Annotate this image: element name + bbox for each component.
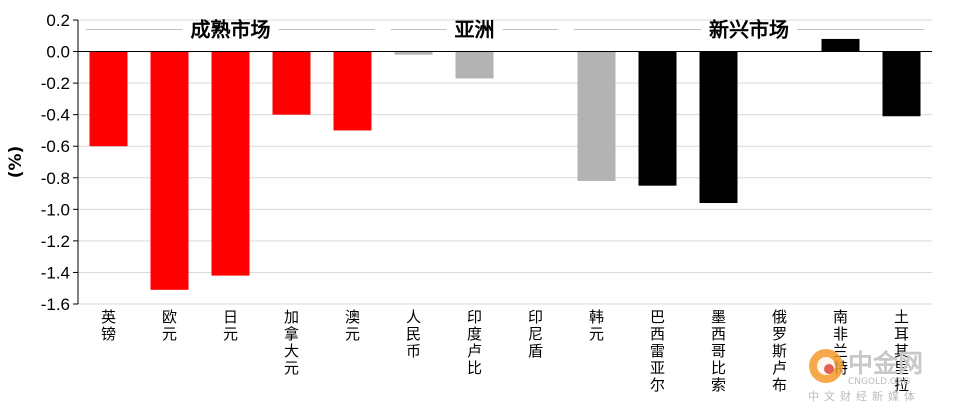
category-label: 印度卢比 — [467, 308, 482, 377]
bar-11 — [699, 51, 738, 204]
category-label: 英镑 — [101, 308, 116, 343]
category-labels: 英镑欧元日元加拿大元澳元人民币印度卢比印尼盾韩元巴西雷亚尔墨西哥比索俄罗斯卢布南… — [101, 308, 909, 394]
bar-2 — [150, 51, 189, 290]
category-label: 欧元 — [162, 308, 177, 343]
y-axis-ticks: 0.2 0.0 -0.2 -0.4 -0.6 -0.8 -1.0 -1.2 -1.4 -1.6 — [41, 11, 78, 314]
bar-7 — [455, 51, 494, 79]
y-tick-label: 0.0 — [46, 43, 70, 62]
category-label: 人民币 — [406, 308, 421, 360]
category-label: 印尼盾 — [528, 308, 543, 360]
bar-10 — [638, 51, 677, 186]
category-label: 土耳其里拉 — [894, 308, 909, 394]
y-tick-label: 0.2 — [46, 11, 70, 30]
watermark: 中金网 CNGOLD.ORG 中文财经新媒体 — [808, 349, 923, 403]
group-label: 亚洲 — [455, 17, 495, 41]
bar-5 — [333, 51, 372, 131]
y-tick-label: -0.2 — [41, 74, 70, 93]
bar-4 — [272, 51, 311, 115]
group-label: 新兴市场 — [709, 17, 789, 41]
bar-6 — [394, 51, 433, 55]
category-label: 巴西雷亚尔 — [650, 308, 665, 394]
group-labels: 成熟市场 亚洲 新兴市场 — [86, 17, 924, 41]
gridlines — [78, 19, 932, 305]
group-label: 成熟市场 — [191, 17, 271, 41]
bars — [89, 38, 921, 290]
y-axis-label: (%) — [6, 146, 26, 179]
y-tick-label: -0.6 — [41, 137, 70, 156]
watermark-domain: CNGOLD.ORG — [848, 377, 910, 387]
y-tick-label: -1.4 — [41, 263, 70, 282]
y-tick-label: -0.4 — [41, 106, 70, 125]
category-label: 日元 — [223, 308, 238, 343]
bar-1 — [89, 51, 128, 147]
category-label: 墨西哥比索 — [711, 308, 726, 394]
axes — [77, 20, 932, 304]
category-label: 加拿大元 — [284, 308, 299, 377]
y-tick-label: -1.0 — [41, 200, 70, 219]
y-tick-label: -1.2 — [41, 232, 70, 251]
y-tick-label: -0.8 — [41, 169, 70, 188]
bar-14 — [882, 51, 921, 117]
category-label: 澳元 — [345, 308, 360, 343]
watermark-logo-text: 中金网 — [848, 349, 923, 378]
category-label: 俄罗斯卢布 — [772, 308, 787, 394]
watermark-tagline: 中文财经新媒体 — [808, 389, 920, 403]
y-tick-label: -1.6 — [41, 295, 70, 314]
watermark-logo-dot-icon — [824, 364, 834, 374]
category-label: 韩元 — [589, 308, 604, 343]
bar-9 — [577, 51, 616, 181]
bar-3 — [211, 51, 250, 276]
bar-13 — [821, 38, 860, 52]
